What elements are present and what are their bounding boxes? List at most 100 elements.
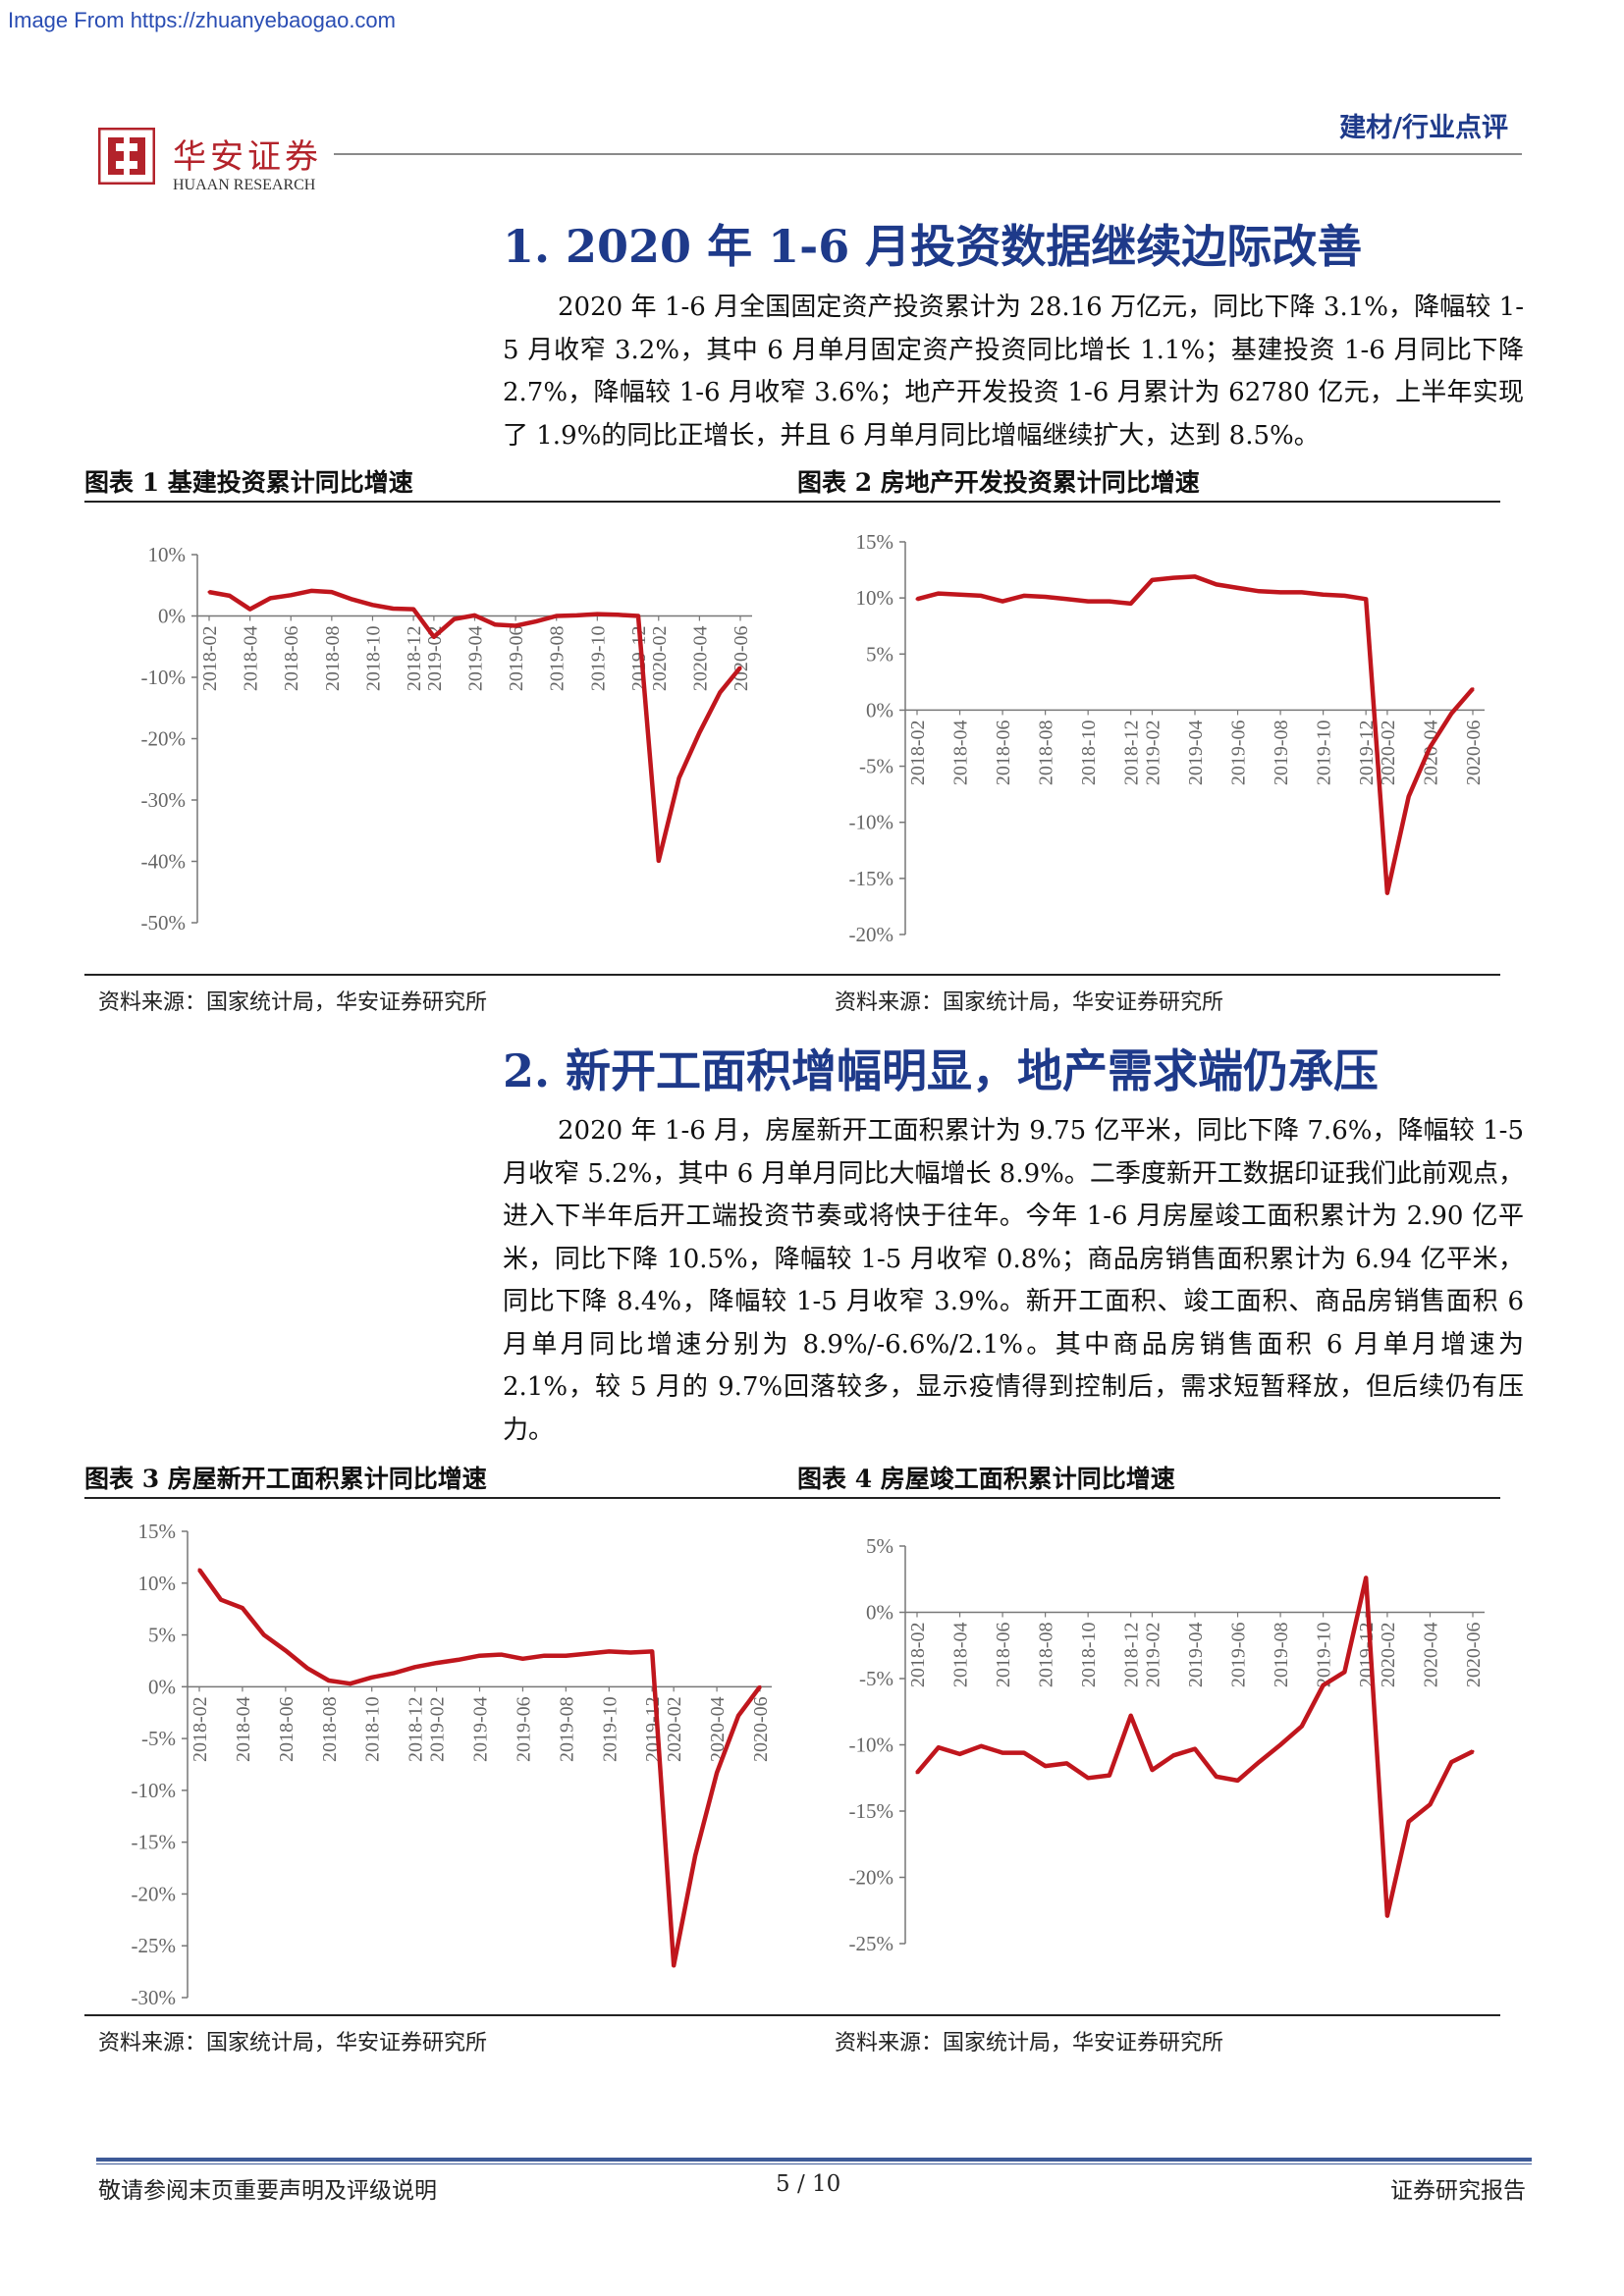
data-point — [1129, 602, 1133, 606]
data-point — [979, 1744, 983, 1748]
y-tick-label: 10% — [148, 543, 187, 566]
fig-row2-bottom-rule — [84, 2014, 1500, 2016]
y-tick-label: -10% — [849, 1734, 894, 1757]
data-point — [1449, 712, 1453, 716]
data-point — [1129, 1714, 1133, 1718]
data-point — [915, 1771, 919, 1775]
x-tick-label: 2018-08 — [319, 1696, 341, 1762]
x-tick-label: 2018-12 — [404, 626, 425, 692]
x-tick-label: 2019-06 — [513, 1696, 534, 1762]
x-tick-label: 2020-04 — [1420, 1623, 1441, 1688]
x-tick-label: 2019-12 — [1356, 720, 1378, 785]
x-tick-label: 2018-06 — [276, 1696, 298, 1762]
x-tick-label: 2020-04 — [707, 1696, 729, 1762]
data-point — [979, 594, 983, 598]
fig-row2-top-rule — [84, 1497, 1500, 1499]
x-tick-label: 2018-06 — [993, 720, 1014, 785]
data-point — [1364, 597, 1368, 601]
footer-disclaimer: 敬请参阅末页重要声明及评级说明 — [98, 2178, 437, 2204]
y-tick-label: 5% — [866, 1534, 893, 1558]
x-tick-label: 2019-04 — [1185, 1623, 1207, 1688]
data-point — [478, 1654, 481, 1658]
data-point — [1108, 1774, 1111, 1778]
data-point — [1236, 1779, 1240, 1783]
data-point — [575, 614, 579, 617]
data-point — [289, 593, 293, 597]
data-point — [1342, 1670, 1346, 1674]
section1-paragraph-text: 2020 年 1-6 月全国固定资产投资累计为 28.16 万亿元，同比下降 3… — [503, 293, 1524, 451]
data-point — [1278, 1743, 1282, 1746]
data-point — [1022, 594, 1026, 598]
x-tick-label: 2018-12 — [1121, 1623, 1143, 1688]
fig2-title: 图表 2 房地产开发投资累计同比增速 — [797, 468, 1200, 497]
x-tick-label: 2019-10 — [587, 626, 609, 692]
x-tick-label: 2019-08 — [547, 626, 568, 692]
y-tick-label: -10% — [132, 1779, 177, 1802]
data-point — [1086, 600, 1090, 604]
x-tick-label: 2018-12 — [1121, 720, 1143, 785]
data-point — [628, 1651, 632, 1654]
data-point — [219, 1598, 223, 1602]
fig-row1-top-rule — [84, 501, 1500, 503]
footer-divider-thick — [96, 2158, 1532, 2162]
data-point — [228, 594, 232, 598]
section2-paragraph: 2020 年 1-6 月，房屋新开工面积累计为 9.75 亿平米，同比下降 7.… — [503, 1110, 1524, 1452]
data-point — [305, 1666, 309, 1670]
data-point — [392, 1672, 396, 1676]
data-point — [1001, 600, 1004, 604]
data-point — [1108, 600, 1111, 604]
fig4-source: 资料来源：国家统计局，华安证券研究所 — [835, 2031, 1224, 2056]
x-tick-label: 2019-04 — [470, 1696, 492, 1762]
data-point — [1044, 595, 1048, 599]
x-tick-label: 2019-02 — [1142, 1623, 1164, 1688]
x-tick-label: 2019-02 — [424, 626, 446, 692]
section2-paragraph-text: 2020 年 1-6 月，房屋新开工面积累计为 9.75 亿平米，同比下降 7.… — [503, 1116, 1524, 1445]
data-point — [937, 1745, 941, 1749]
data-point — [268, 596, 272, 600]
x-tick-label: 2018-06 — [993, 1623, 1014, 1688]
y-tick-label: 5% — [866, 642, 893, 666]
x-tick-label: 2018-02 — [907, 1623, 929, 1688]
data-point — [1236, 586, 1240, 590]
x-tick-label: 2018-02 — [907, 720, 929, 785]
section1-heading: 1. 2020 年 1-6 月投资数据继续边际改善 — [503, 220, 1363, 273]
x-tick-label: 2018-10 — [362, 1696, 384, 1762]
data-point — [595, 613, 599, 616]
data-point — [607, 1649, 611, 1653]
x-tick-label: 2018-10 — [1078, 720, 1100, 785]
fig4-title: 图表 4 房屋竣工面积累计同比增速 — [797, 1465, 1175, 1493]
data-point — [391, 607, 395, 611]
data-point — [1428, 745, 1432, 749]
data-point — [1385, 891, 1389, 895]
fig1-source: 资料来源：国家统计局，华安证券研究所 — [98, 990, 488, 1015]
logo-chinese-name: 华安证券 — [173, 137, 322, 177]
x-tick-label: 2019-04 — [1185, 720, 1207, 785]
data-point — [1407, 794, 1411, 798]
x-tick-label: 2018-10 — [1078, 1623, 1100, 1688]
x-tick-label: 2020-06 — [731, 626, 752, 692]
y-tick-label: -20% — [141, 727, 187, 751]
data-point — [351, 598, 354, 602]
y-tick-label: -40% — [141, 850, 187, 874]
data-point — [677, 776, 681, 779]
data-point — [1407, 1820, 1411, 1824]
data-point — [413, 1665, 417, 1669]
data-point — [349, 1682, 352, 1685]
x-tick-label: 2020-06 — [1463, 1623, 1485, 1688]
y-tick-label: -30% — [141, 788, 187, 812]
x-tick-label: 2020-06 — [1463, 720, 1485, 785]
data-point — [330, 590, 334, 594]
x-tick-label: 2020-02 — [1378, 720, 1399, 785]
x-tick-label: 2018-06 — [281, 626, 302, 692]
y-tick-label: -5% — [859, 1667, 893, 1690]
data-point — [1471, 687, 1475, 691]
data-point — [1342, 594, 1346, 598]
y-tick-label: -20% — [132, 1882, 177, 1905]
data-point — [657, 859, 661, 863]
huaan-logo-icon — [97, 127, 156, 186]
data-point — [738, 666, 742, 669]
data-point — [1171, 576, 1175, 580]
page-number: 5 / 10 — [776, 2171, 841, 2197]
data-point — [435, 1661, 439, 1665]
y-tick-label: -15% — [849, 867, 894, 890]
